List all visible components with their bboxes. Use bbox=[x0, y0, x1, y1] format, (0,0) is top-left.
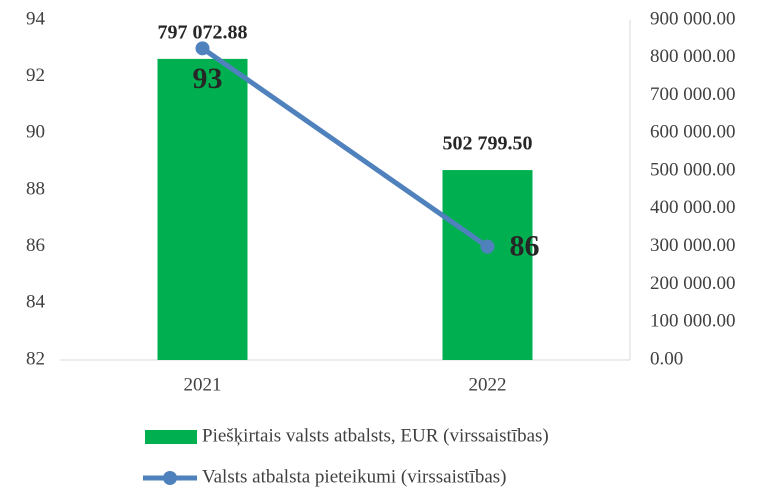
y-tick-label: 82 bbox=[26, 348, 45, 369]
y-tick-label: 84 bbox=[26, 292, 46, 313]
y2-tick-label: 200 000.00 bbox=[650, 273, 736, 294]
line-value-label: 86 bbox=[510, 230, 540, 263]
legend-label: Piešķirtais valsts atbalsts, EUR (virssa… bbox=[202, 425, 549, 446]
y-tick-label: 86 bbox=[26, 235, 45, 256]
line-point bbox=[195, 41, 210, 56]
y2-tick-label: 900 000.00 bbox=[650, 8, 736, 29]
bar bbox=[157, 58, 248, 361]
y-tick-label: 88 bbox=[26, 178, 45, 199]
bar-value-label: 502 799.50 bbox=[443, 133, 533, 155]
y2-tick-label: 0.00 bbox=[650, 348, 683, 369]
y2-tick-label: 700 000.00 bbox=[650, 84, 736, 105]
line-value-label: 93 bbox=[193, 62, 223, 95]
legend-swatch bbox=[163, 471, 177, 485]
y-tick-label: 90 bbox=[26, 122, 45, 143]
y2-tick-label: 100 000.00 bbox=[650, 311, 736, 332]
line-point bbox=[480, 239, 495, 254]
y2-tick-label: 300 000.00 bbox=[650, 235, 736, 256]
y2-tick-label: 800 000.00 bbox=[650, 46, 736, 67]
legend-label: Valsts atbalsta pieteikumi (virssaistība… bbox=[202, 466, 506, 487]
bar-value-label: 797 072.88 bbox=[158, 21, 248, 43]
line bbox=[201, 46, 489, 249]
x-tick-label: 2022 bbox=[469, 374, 507, 395]
y2-tick-label: 500 000.00 bbox=[650, 159, 736, 180]
x-tick-label: 2021 bbox=[184, 374, 222, 395]
y-tick-label: 94 bbox=[26, 8, 46, 29]
legend-swatch bbox=[145, 430, 197, 444]
y2-tick-label: 600 000.00 bbox=[650, 122, 736, 143]
bar bbox=[442, 170, 533, 360]
y2-tick-label: 400 000.00 bbox=[650, 197, 736, 218]
y-tick-label: 92 bbox=[26, 65, 45, 86]
